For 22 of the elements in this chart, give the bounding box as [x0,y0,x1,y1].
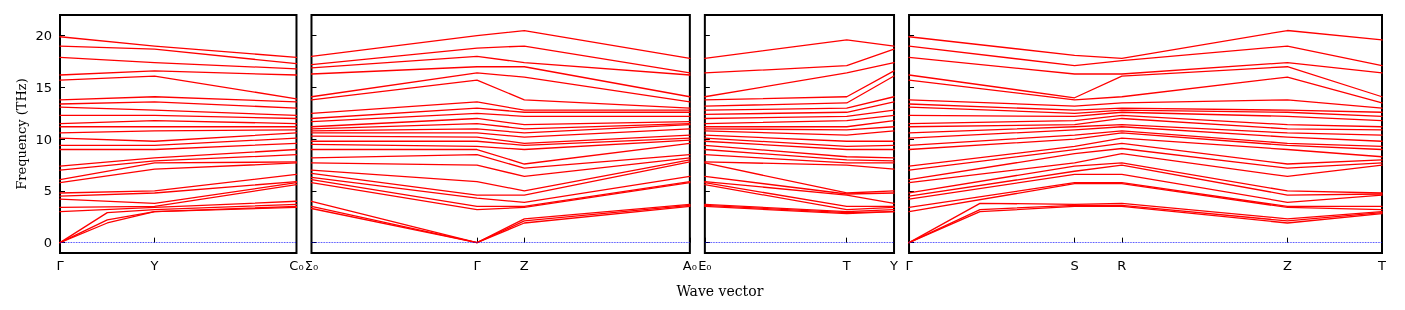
x-tick-label: R [1117,258,1127,273]
x-tick-label: A₀ [682,258,697,273]
x-tick-label: Σ₀ [304,258,319,273]
x-tick-label: Γ [56,258,65,273]
x-tick-label: Y [149,258,159,273]
y-axis-title: Frequency (THz) [14,78,29,190]
x-tick-label: C₀ [289,258,304,273]
x-tick-label: T [841,258,851,273]
y-tick-label: 15 [35,79,52,95]
x-tick-label: Y [889,258,899,273]
x-axis-title: Wave vector [676,283,764,299]
y-tick-label: 10 [35,131,52,147]
y-tick-label: 20 [35,28,52,44]
x-tick-label: Γ [905,258,914,273]
y-tick-label: 5 [43,183,52,199]
x-tick-label: Γ [473,258,482,273]
y-tick-label: 0 [43,235,52,251]
x-tick-label: E₀ [698,258,712,273]
x-tick-label: Z [519,258,529,273]
x-tick-label: Z [1282,258,1292,273]
x-tick-label: S [1070,258,1079,273]
x-tick-label: T [1377,258,1387,273]
